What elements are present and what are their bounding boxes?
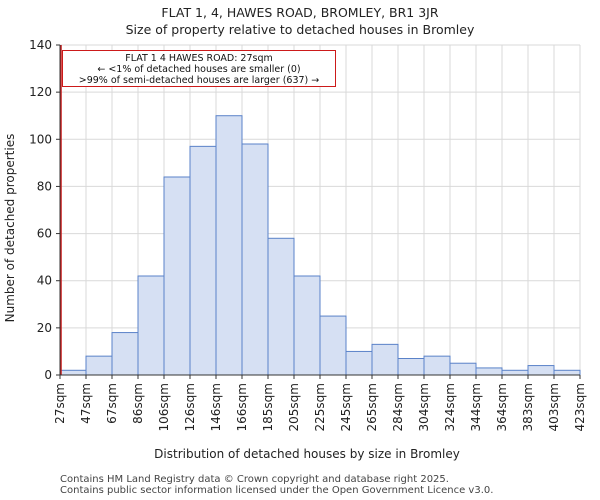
chart-subtitle: Size of property relative to detached ho… xyxy=(125,22,475,37)
x-tick-label: 383sqm xyxy=(521,383,535,431)
x-tick-label: 284sqm xyxy=(391,383,405,431)
histogram-bar xyxy=(267,237,295,376)
histogram-bar xyxy=(189,145,217,376)
x-tick-label: 86sqm xyxy=(131,383,145,424)
x-tick-label: 304sqm xyxy=(417,383,431,431)
x-tick-label: 67sqm xyxy=(105,383,119,424)
x-tick-label: 364sqm xyxy=(495,383,509,431)
y-tick-label: 20 xyxy=(37,321,52,335)
histogram-bar xyxy=(501,369,529,376)
x-tick-label: 146sqm xyxy=(209,383,223,431)
x-tick-label: 106sqm xyxy=(157,383,171,431)
x-tick-label: 403sqm xyxy=(547,383,561,431)
x-axis-label: Distribution of detached houses by size … xyxy=(154,447,460,461)
annotation-line-2: ← <1% of detached houses are smaller (0) xyxy=(97,64,301,75)
histogram-bar xyxy=(553,369,581,376)
histogram-bar xyxy=(475,367,503,376)
x-tick-label: 225sqm xyxy=(313,383,327,431)
histogram-bar xyxy=(137,275,165,376)
histogram-bar xyxy=(371,343,399,376)
chart-title: FLAT 1, 4, HAWES ROAD, BROMLEY, BR1 3JR xyxy=(161,5,439,20)
x-tick-label: 27sqm xyxy=(53,383,67,424)
y-tick-label: 60 xyxy=(37,227,52,241)
histogram-bar xyxy=(215,115,243,376)
histogram-bar xyxy=(241,143,269,376)
x-tick-label: 265sqm xyxy=(365,383,379,431)
footer-line-1: Contains HM Land Registry data © Crown c… xyxy=(60,474,449,485)
histogram-bar xyxy=(449,362,477,376)
x-tick-label: 423sqm xyxy=(573,383,587,431)
annotation-line-1: FLAT 1 4 HAWES ROAD: 27sqm xyxy=(125,53,273,64)
footer-line-2: Contains public sector information licen… xyxy=(60,485,494,496)
histogram-bar xyxy=(293,275,321,376)
histogram-bar xyxy=(163,176,191,376)
x-tick-label: 245sqm xyxy=(339,383,353,431)
y-tick-label: 0 xyxy=(44,368,52,382)
y-tick-label: 120 xyxy=(29,85,52,99)
x-tick-label: 126sqm xyxy=(183,383,197,431)
histogram-bar xyxy=(319,315,347,376)
y-tick-label: 100 xyxy=(29,132,52,146)
histogram-bar xyxy=(527,365,555,376)
x-tick-label: 185sqm xyxy=(261,383,275,431)
x-tick-label: 47sqm xyxy=(79,383,93,424)
y-tick-label: 40 xyxy=(37,274,52,288)
y-tick-label: 140 xyxy=(29,38,52,52)
histogram-bar xyxy=(397,358,425,376)
y-tick-label: 80 xyxy=(37,179,52,193)
x-tick-label: 205sqm xyxy=(287,383,301,431)
histogram-bar xyxy=(111,332,139,376)
annotation-box: FLAT 1 4 HAWES ROAD: 27sqm ← <1% of deta… xyxy=(62,50,336,87)
histogram-bar xyxy=(423,355,451,376)
x-tick-label: 166sqm xyxy=(235,383,249,431)
histogram-bar xyxy=(59,369,87,376)
x-tick-label: 324sqm xyxy=(443,383,457,431)
histogram-bar xyxy=(345,350,373,376)
y-axis-label: Number of detached properties xyxy=(3,134,17,323)
annotation-line-3: >99% of semi-detached houses are larger … xyxy=(78,75,320,86)
x-tick-label: 344sqm xyxy=(469,383,483,431)
histogram-bar xyxy=(85,355,113,376)
